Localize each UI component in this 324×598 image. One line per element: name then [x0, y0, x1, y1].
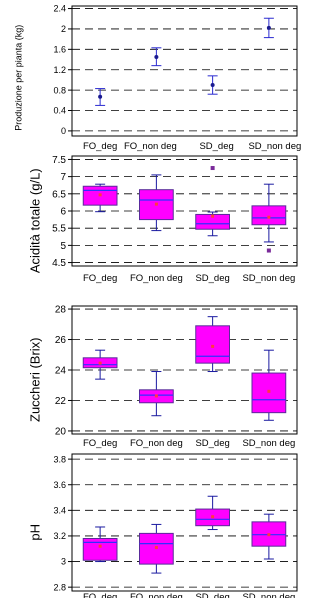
panel-1: 0 0.4 0.8 1.2 1.6 2 2.4 Produzione per pianta (…: [14, 4, 302, 152]
x-tick-label: SD_non deg: [242, 273, 295, 284]
y-axis-label: Acidità totale (g/L): [28, 168, 43, 273]
y-tick-label: 5: [60, 241, 66, 252]
x-tick-label: FO_non deg: [130, 273, 183, 284]
y-tick-label: 4.5: [52, 258, 66, 269]
mean-marker: [98, 193, 102, 197]
y-tick-label: 1.6: [53, 44, 66, 54]
mean-marker: [267, 215, 271, 219]
x-tick-label: SD_deg: [195, 273, 229, 284]
x-tick-label: FO_deg: [83, 438, 117, 449]
y-tick-label: 0: [61, 126, 66, 136]
x-tick-label: SD_deg: [195, 438, 229, 449]
y-axis-label: Produzione per pianta (kg): [14, 25, 24, 131]
box: [82, 538, 118, 561]
y-tick-label: 0.8: [53, 85, 66, 95]
plot-frame: [71, 5, 298, 137]
mean-marker: [98, 361, 102, 365]
x-tick-label: FO_deg: [83, 141, 117, 152]
y-axis-label: pH: [28, 524, 43, 541]
x-tick-label: FO_non deg: [130, 438, 183, 449]
outlier-point: [210, 166, 215, 171]
y-axis-label: Zuccheri (Brix): [28, 337, 43, 422]
box: [195, 325, 230, 364]
y-tick-label: 28: [55, 305, 67, 316]
mean-marker: [211, 344, 215, 348]
mean-marker: [154, 394, 158, 398]
mean-marker: [154, 202, 158, 206]
y-tick-label: 3.4: [53, 505, 66, 515]
mean-marker: [266, 25, 271, 30]
y-tick-label: 26: [55, 335, 67, 346]
y-tick-label: 20: [55, 426, 67, 437]
mean-marker: [98, 544, 102, 548]
x-tick-label: SD_deg: [199, 141, 233, 152]
y-tick-label: 2.4: [53, 4, 66, 14]
y-tick-label: 6.5: [52, 189, 66, 200]
x-tick-label: FO_deg: [83, 592, 117, 598]
y-tick-label: 2.8: [53, 582, 66, 592]
mean-marker: [211, 515, 215, 519]
y-tick-label: 3.2: [53, 531, 66, 541]
panel-2: 4.5 5 5.5 6 6.5 7 7.5 Acidità totale (g/L) FO_de…: [28, 155, 298, 284]
x-tick-label: SD_non deg: [248, 141, 301, 152]
x-tick-label: SD_deg: [195, 592, 229, 598]
mean-marker: [267, 389, 271, 393]
x-tick-label: SD_non deg: [242, 592, 295, 598]
y-tick-label: 3: [61, 557, 66, 567]
mean-marker: [210, 83, 215, 88]
outlier-point: [266, 248, 271, 253]
y-tick-label: 7.5: [52, 155, 66, 166]
x-tick-label: FO_deg: [83, 273, 117, 284]
mean-marker: [267, 533, 271, 537]
mean-marker: [154, 545, 158, 549]
x-tick-label: SD_non deg: [242, 438, 295, 449]
mean-marker: [154, 54, 159, 59]
box: [195, 213, 230, 230]
panel-4: 2.8 3 3.2 3.4 3.6 3.8 pH FO_deg FO_non deg SD_deg…: [28, 453, 298, 598]
y-tick-label: 1.2: [53, 65, 66, 75]
y-tick-label: 2: [61, 24, 66, 34]
y-tick-label: 22: [55, 396, 67, 407]
y-tick-label: 6: [60, 207, 66, 218]
y-tick-label: 5.5: [52, 224, 66, 235]
box: [251, 205, 287, 226]
box: [251, 372, 287, 414]
y-tick-label: 0.4: [53, 106, 66, 116]
mean-marker: [211, 214, 215, 218]
y-tick-label: 7: [60, 172, 66, 183]
y-tick-label: 24: [55, 366, 67, 377]
y-tick-label: 3.6: [53, 480, 66, 490]
x-tick-label: FO_non deg: [124, 141, 177, 152]
x-tick-label: FO_non deg: [130, 592, 183, 598]
panel-3: 20 22 24 26 28 Zuccheri (Brix) FO_deg FO_non de…: [28, 305, 298, 449]
y-tick-label: 3.8: [53, 454, 66, 464]
mean-marker: [98, 94, 103, 99]
